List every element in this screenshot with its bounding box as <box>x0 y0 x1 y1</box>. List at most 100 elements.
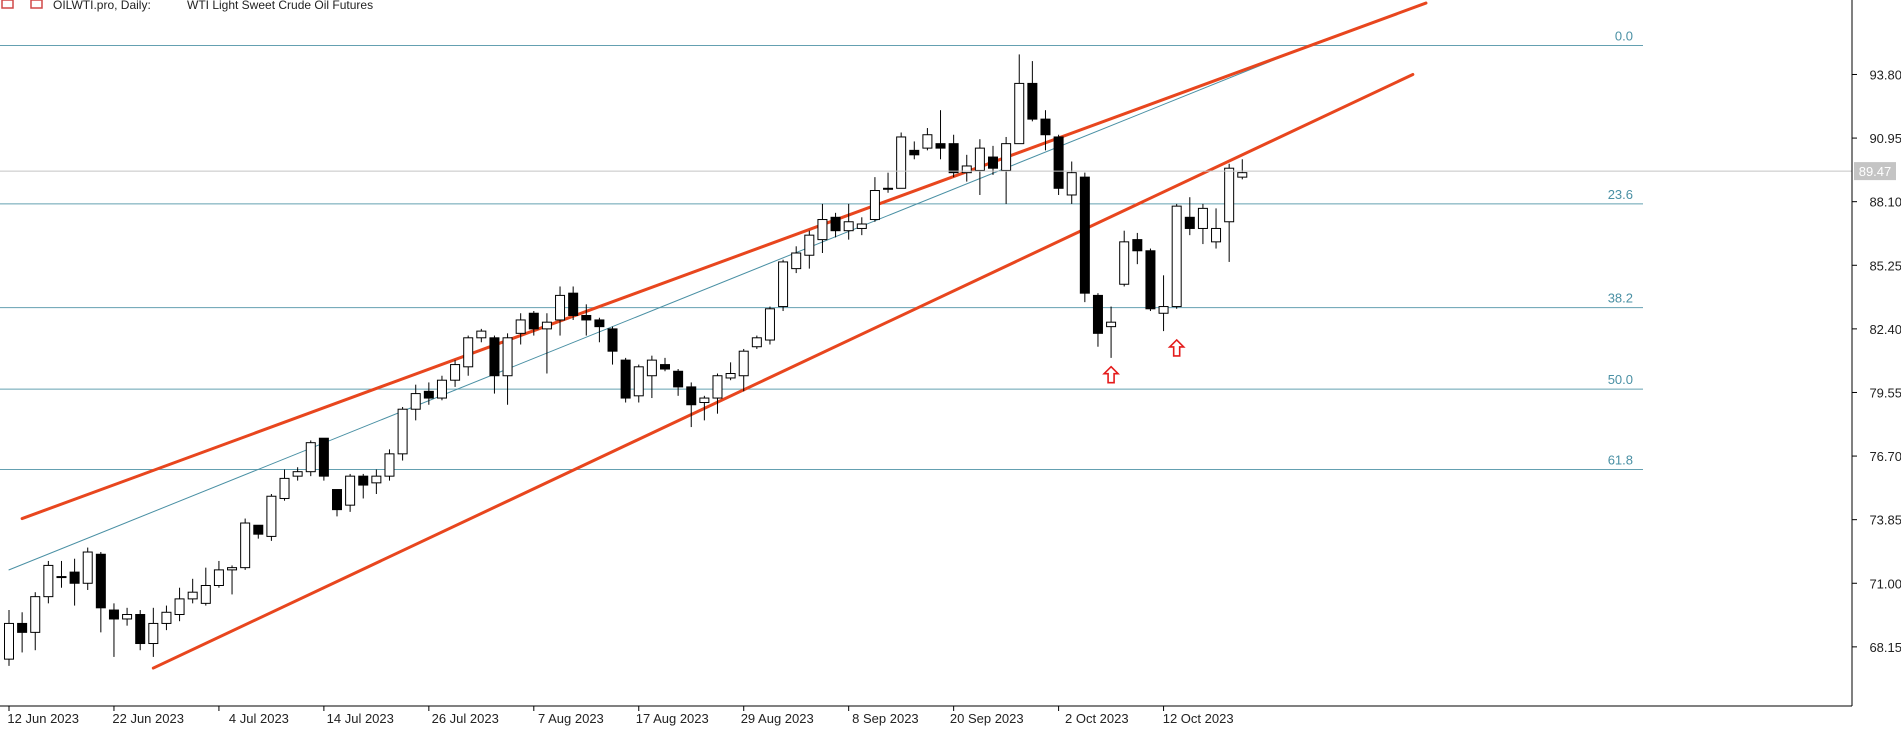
candle-body <box>161 611 172 624</box>
candle-body <box>148 622 159 645</box>
channel-upper-line <box>20 1 1428 521</box>
candle-body <box>318 437 329 477</box>
candle-body <box>686 386 697 406</box>
candle-body <box>751 337 762 348</box>
candle-body <box>1027 82 1038 120</box>
time-tick-label: 14 Jul 2023 <box>327 711 394 726</box>
fib-level-label: 38.2 <box>1608 291 1633 306</box>
candle-body <box>935 143 946 149</box>
candle-body <box>305 442 316 473</box>
chart-header: OILWTI.pro, Daily: WTI Light Sweet Crude… <box>1 0 373 12</box>
candle-body <box>568 292 579 316</box>
candle-body <box>1224 167 1235 223</box>
time-tick-label: 8 Sep 2023 <box>852 711 919 726</box>
price-tick-label: 93.80 <box>1869 67 1901 82</box>
candle-body <box>489 337 500 377</box>
candle-body <box>738 350 749 377</box>
chart-type-icon[interactable] <box>30 0 43 9</box>
fib-level-label: 0.0 <box>1615 28 1633 43</box>
candle-body <box>1014 82 1025 145</box>
candle-body <box>502 337 513 377</box>
candle-body <box>515 319 526 334</box>
candle-body <box>227 567 238 571</box>
price-tick-label: 90.95 <box>1869 131 1901 146</box>
candle-body <box>1211 227 1222 243</box>
candle-body <box>82 551 93 584</box>
candle-body <box>397 408 408 455</box>
candle-body <box>1079 176 1090 294</box>
candle-body <box>436 379 447 399</box>
price-tick-label: 68.15 <box>1869 640 1901 655</box>
candle-body <box>200 584 211 604</box>
candle-body <box>646 359 657 377</box>
candle-body <box>712 375 723 399</box>
candle-body <box>345 475 356 506</box>
candle-body <box>856 223 867 229</box>
candle-body <box>607 328 618 352</box>
price-tick-label: 73.85 <box>1869 513 1901 528</box>
fib-level-label: 61.8 <box>1608 452 1633 467</box>
candle-body <box>371 475 382 484</box>
candle-body <box>1066 172 1077 196</box>
candle-body <box>961 165 972 174</box>
candle-body <box>213 569 224 586</box>
fibonacci-retracement[interactable]: 0.0 23.6 38.2 50.0 61.8 <box>0 28 1643 470</box>
price-tick-label: 71.00 <box>1869 576 1901 591</box>
candle-body <box>292 471 303 477</box>
channel-mid-line <box>8 40 1322 571</box>
candle-body <box>555 294 566 321</box>
up-arrow-icon <box>1167 338 1186 357</box>
time-tick-label: 12 Jun 2023 <box>7 711 79 726</box>
current-price-badge <box>1854 162 1896 181</box>
candle-body <box>922 134 933 149</box>
candle-body <box>620 359 631 399</box>
candle-body <box>253 524 264 535</box>
candle-body <box>4 622 14 660</box>
candle-body <box>817 219 828 241</box>
candle-body <box>869 190 880 221</box>
candle-body <box>463 337 474 368</box>
price-tick-label: 88.10 <box>1869 195 1901 210</box>
candle-body <box>384 453 395 477</box>
trend-channel[interactable] <box>8 1 1428 670</box>
candle-body <box>528 312 539 330</box>
candle-body <box>423 390 434 399</box>
candle-body <box>56 576 67 579</box>
candle-body <box>122 614 133 620</box>
candle-body <box>332 489 342 511</box>
candle-body <box>1171 205 1182 308</box>
candle-body <box>240 522 251 569</box>
time-axis[interactable]: 12 Jun 2023 22 Jun 2023 4 Jul 2023 14 Jul 2… <box>0 705 1852 726</box>
candle-body <box>1053 136 1064 189</box>
candle-body <box>974 147 985 171</box>
candle-body <box>830 216 841 232</box>
time-tick-label: 12 Oct 2023 <box>1163 711 1234 726</box>
time-tick-label: 20 Sep 2023 <box>950 711 1024 726</box>
window-menu-icon[interactable] <box>1 0 14 9</box>
time-tick-label: 22 Jun 2023 <box>112 711 184 726</box>
price-tick-label: 79.55 <box>1869 385 1901 400</box>
signal-arrows <box>1102 338 1186 384</box>
time-tick-label: 7 Aug 2023 <box>538 711 604 726</box>
candle-body <box>1106 321 1117 328</box>
candle-body <box>1132 239 1143 252</box>
candle-body <box>791 252 802 270</box>
candle-body <box>1237 172 1248 178</box>
candle-body <box>43 564 54 598</box>
candle-body <box>279 477 290 499</box>
candle-body <box>174 598 185 616</box>
candle-body <box>1184 216 1195 229</box>
candle-body <box>778 261 789 308</box>
candle-body <box>69 571 80 584</box>
time-tick-label: 17 Aug 2023 <box>636 711 709 726</box>
candle-body <box>266 495 277 537</box>
candle-body <box>1119 241 1130 285</box>
candle-body <box>896 136 907 189</box>
up-arrow-icon <box>1102 365 1121 384</box>
price-axis[interactable]: 93.80 90.95 88.10 85.25 82.40 79.55 76.70 73.85… <box>1851 0 1901 706</box>
candle-body <box>541 321 552 330</box>
time-tick-label: 2 Oct 2023 <box>1065 711 1129 726</box>
symbol-label: OILWTI.pro, Daily: <box>53 0 151 12</box>
